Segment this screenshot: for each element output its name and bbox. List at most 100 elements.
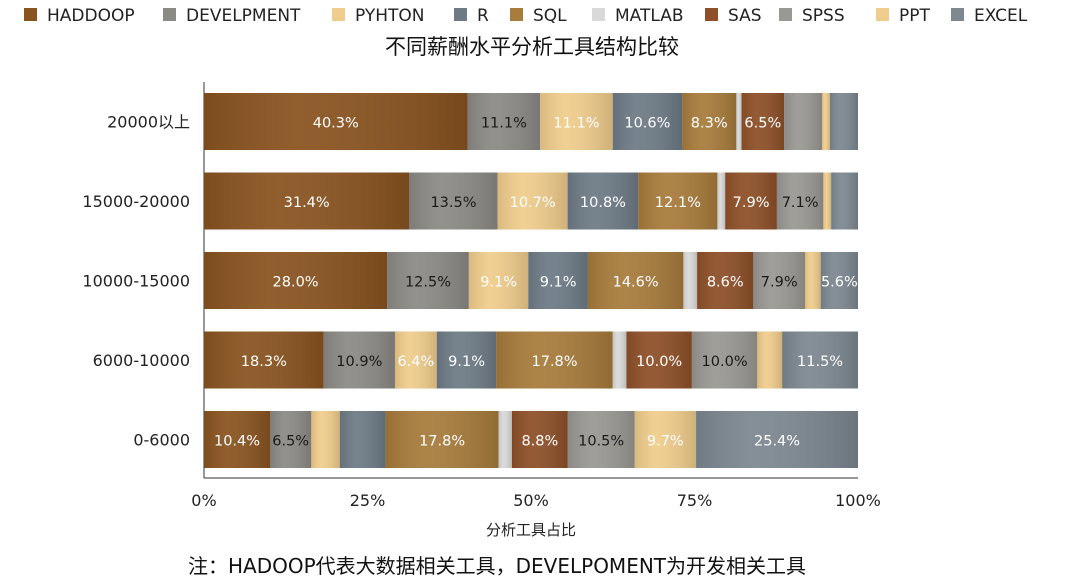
data-label: 10.6% bbox=[624, 116, 670, 132]
bar-segment-shade bbox=[822, 93, 830, 150]
data-label: 17.8% bbox=[532, 354, 578, 370]
bar-segment-shade bbox=[612, 331, 627, 389]
data-label: 18.3% bbox=[241, 354, 287, 370]
legend-label-matlab: MATLAB bbox=[615, 6, 684, 26]
data-label: 11.5% bbox=[797, 354, 843, 370]
x-tick-label: 25% bbox=[350, 491, 386, 510]
bar-segment-shade bbox=[385, 411, 499, 468]
data-label: 10.5% bbox=[578, 434, 624, 450]
bar-segment-shade bbox=[717, 172, 726, 230]
legend-swatch-spss bbox=[779, 8, 792, 21]
bar-segment-shade bbox=[626, 331, 692, 389]
bar-segment-shade bbox=[204, 252, 388, 309]
bar-segment-shade bbox=[204, 331, 324, 389]
bar-segment-shade bbox=[683, 252, 698, 309]
bar-segment-shade bbox=[829, 93, 858, 150]
data-label: 6.5% bbox=[744, 116, 781, 132]
data-label: 11.1% bbox=[481, 116, 527, 132]
data-label: 9.7% bbox=[647, 434, 684, 450]
y-axis-categories: 20000以上 15000-20000 10000-15000 6000-10000 0… bbox=[82, 113, 190, 450]
bar-segment-shade bbox=[587, 252, 684, 309]
data-label: 9.1% bbox=[480, 275, 517, 291]
data-label: 10.8% bbox=[580, 195, 626, 211]
data-label: 10.7% bbox=[510, 195, 556, 211]
legend-swatch-sql bbox=[510, 8, 523, 21]
legend-label-haddoop: HADDOOP bbox=[47, 6, 135, 26]
data-label: 7.9% bbox=[761, 275, 798, 291]
data-label: 7.9% bbox=[733, 195, 770, 211]
bar-segment-shade bbox=[805, 252, 821, 309]
x-tick-label: 50% bbox=[513, 491, 549, 510]
legend-swatch-excel bbox=[951, 8, 964, 21]
bar-segment-shade bbox=[638, 172, 718, 230]
bar-segment-shade bbox=[567, 411, 635, 468]
bar-segment-shade bbox=[409, 172, 498, 230]
data-label: 10.0% bbox=[702, 354, 748, 370]
bars: 40.3% 11.1% 11.1% 10.6% 8.3% 6.5% 31.4% 13.5% 10… bbox=[204, 93, 858, 468]
bar-segment-shade bbox=[339, 411, 386, 468]
bar-segment-shade bbox=[831, 172, 858, 230]
bar-segment-shade bbox=[682, 93, 737, 150]
bar-segment-shade bbox=[697, 252, 754, 309]
bar-segment-shade bbox=[823, 172, 832, 230]
data-label: 28.0% bbox=[273, 275, 319, 291]
data-label: 8.6% bbox=[707, 275, 744, 291]
bar-segment-shade bbox=[497, 172, 568, 230]
bar-segment-shade bbox=[784, 93, 823, 150]
footnote: 注：HADOOP代表大数据相关工具，DEVELPOMENT为开发相关工具 bbox=[188, 554, 806, 578]
legend-label-excel: EXCEL bbox=[974, 6, 1028, 26]
legend: HADDOOP DEVELPMENT PYHTON R SQL MATLAB SAS SPSS… bbox=[24, 6, 1028, 26]
legend-swatch-haddoop bbox=[24, 8, 37, 21]
legend-swatch-ppt bbox=[876, 8, 889, 21]
legend-label-spss: SPSS bbox=[802, 6, 845, 26]
x-tick-label: 75% bbox=[677, 491, 713, 510]
legend-swatch-r bbox=[454, 8, 467, 21]
data-label: 6.5% bbox=[272, 434, 309, 450]
bar-segment-shade bbox=[394, 331, 437, 389]
bar-segment-shade bbox=[753, 252, 806, 309]
data-label: 7.1% bbox=[782, 195, 819, 211]
legend-swatch-matlab bbox=[592, 8, 605, 21]
legend-label-r: R bbox=[477, 6, 489, 26]
data-label: 8.3% bbox=[691, 116, 728, 132]
legend-swatch-develpment bbox=[163, 8, 176, 21]
bar-segment-shade bbox=[691, 331, 758, 389]
bar-segment-shade bbox=[311, 411, 340, 468]
bar-segment-shade bbox=[467, 93, 541, 150]
bar-segment-shade bbox=[270, 411, 312, 468]
x-tick-label: 100% bbox=[835, 491, 881, 510]
data-label: 10.0% bbox=[636, 354, 682, 370]
data-label: 11.1% bbox=[553, 116, 599, 132]
data-label: 8.8% bbox=[521, 434, 558, 450]
bar-segment-shade bbox=[204, 411, 271, 468]
data-label: 12.5% bbox=[405, 275, 451, 291]
bar-segment-shade bbox=[782, 331, 858, 389]
bar-segment-shade bbox=[567, 172, 639, 230]
bar-segment-shade bbox=[528, 252, 588, 309]
data-label: 6.4% bbox=[397, 354, 434, 370]
data-label: 10.4% bbox=[214, 434, 260, 450]
bar-segment-shade bbox=[496, 331, 613, 389]
bar-segment-shade bbox=[696, 411, 858, 468]
data-label: 25.4% bbox=[754, 434, 800, 450]
data-label: 9.1% bbox=[448, 354, 485, 370]
category-label: 20000以上 bbox=[107, 113, 190, 132]
bar-segment-shade bbox=[612, 93, 683, 150]
x-tick-label: 0% bbox=[191, 491, 216, 510]
bar-segment-shade bbox=[204, 93, 468, 150]
chart-title: 不同薪酬水平分析工具结构比较 bbox=[385, 35, 679, 59]
bar-segment-shade bbox=[387, 252, 469, 309]
category-label: 0-6000 bbox=[133, 431, 190, 450]
category-label: 15000-20000 bbox=[82, 192, 190, 211]
bar-segment-shade bbox=[468, 252, 529, 309]
legend-label-sas: SAS bbox=[728, 6, 762, 26]
data-label: 40.3% bbox=[313, 116, 359, 132]
bar-segment-shade bbox=[736, 93, 742, 150]
data-label: 12.1% bbox=[655, 195, 701, 211]
bar-segment-shade bbox=[741, 93, 785, 150]
category-label: 6000-10000 bbox=[93, 351, 190, 370]
data-label: 17.8% bbox=[419, 434, 465, 450]
bar-segment-shade bbox=[204, 172, 410, 230]
bar-segment-shade bbox=[436, 331, 497, 389]
